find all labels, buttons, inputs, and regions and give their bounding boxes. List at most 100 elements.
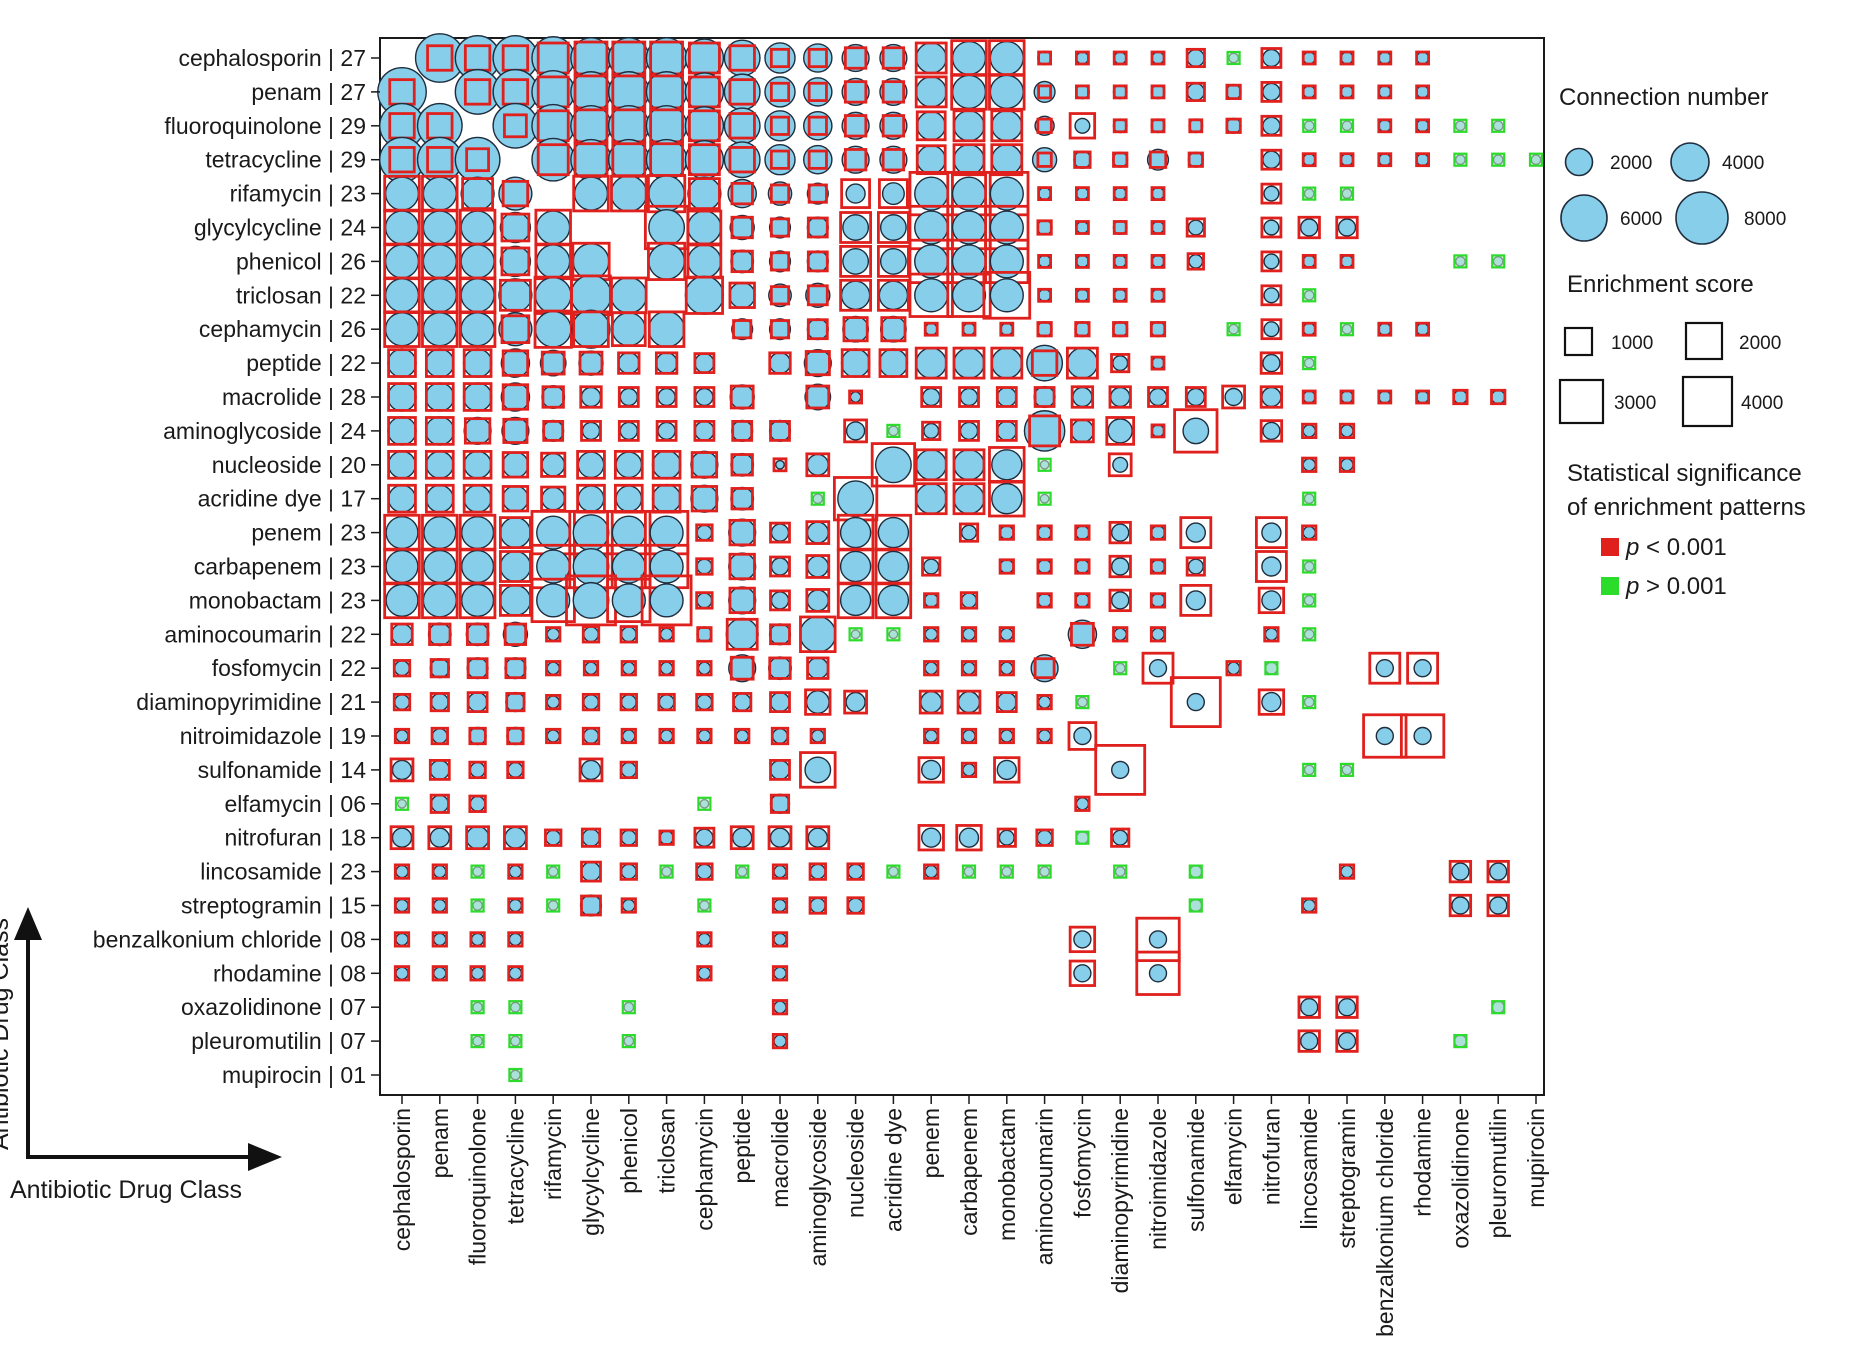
cell-8-24: [1301, 321, 1317, 337]
cell-circle-19-10: [769, 691, 791, 713]
cell-7-4: [533, 275, 573, 315]
cell-square-14-16: [998, 524, 1015, 541]
row-label-21: sulfonamide | 14: [198, 757, 367, 783]
cell-circle-20-4: [546, 729, 560, 743]
cell-19-18: [1075, 694, 1090, 710]
cell-circle-23-1: [429, 827, 450, 848]
cell-circle-10-4: [541, 385, 566, 409]
cell-circle-1-24: [1302, 85, 1316, 99]
col-label-29: pleuromutilin: [1485, 1108, 1511, 1238]
cell-square-12-25: [1338, 456, 1356, 473]
col-label-22: elfamycin: [1221, 1108, 1247, 1205]
cell-square-11-25: [1338, 422, 1356, 440]
cell-3-15: [952, 143, 986, 177]
cell-circle-20-1: [431, 727, 448, 745]
cell-square-20-15: [960, 727, 978, 745]
cell-8-23: [1260, 318, 1283, 341]
cell-18-4: [545, 660, 562, 677]
cell-23-5: [580, 827, 602, 848]
cell-circle-8-24: [1302, 322, 1316, 336]
cell-square-2-23: [1260, 114, 1283, 137]
cell-0-12: [841, 43, 870, 73]
cell-circle-0-16: [989, 40, 1024, 76]
cell-8-14: [923, 321, 939, 337]
cell-square-25-5: [580, 894, 602, 917]
cell-square-23-9: [729, 825, 755, 851]
cell-square-10-2: [462, 382, 493, 412]
cell-10-17: [1033, 385, 1056, 409]
cell-square-4-3: [501, 179, 530, 208]
cell-18-7: [658, 660, 675, 677]
cell-square-2-27: [1415, 118, 1430, 134]
cell-7-24: [1302, 288, 1317, 303]
cell-3-5: [570, 138, 612, 181]
cell-circle-0-24: [1302, 51, 1316, 65]
cell-9-7: [654, 351, 679, 375]
cell-square-8-11: [806, 318, 829, 341]
cell-5-0: [383, 208, 421, 247]
cell-3-23: [1260, 148, 1283, 171]
cell-circle-10-2: [462, 382, 493, 412]
cell-19-5: [581, 692, 601, 712]
cell-circle-10-25: [1340, 390, 1354, 404]
cell-square-17-20: [1149, 626, 1167, 643]
cell-circle-21-0: [391, 759, 413, 781]
cell-square-23-7: [658, 829, 675, 846]
cell-8-17: [1036, 321, 1053, 338]
cell-10-2: [462, 382, 493, 412]
cell-square-15-16: [998, 558, 1015, 575]
cell-circle-8-12: [842, 315, 870, 343]
cell-circle-2-18: [1074, 117, 1091, 134]
cell-circle-18-22: [1226, 661, 1241, 675]
cell-square-6-7: [647, 241, 687, 281]
cell-8-4: [533, 309, 573, 349]
cell-16-10: [769, 589, 791, 612]
cell-circle-27-0: [395, 966, 409, 981]
cell-circle-20-6: [622, 729, 636, 743]
cell-3-17: [1031, 146, 1058, 173]
cell-14-24: [1301, 524, 1318, 541]
cell-square-24-14: [923, 863, 940, 880]
cell-square-20-26: [1362, 713, 1408, 759]
cell-17-11: [799, 615, 837, 654]
cell-circle-13-2: [463, 484, 492, 513]
cell-25-8: [697, 898, 712, 913]
cell-3-21: [1187, 151, 1204, 168]
cell-13-8: [690, 484, 719, 513]
cell-circle-9-15: [953, 347, 985, 379]
cell-square-21-25: [1339, 762, 1355, 778]
cell-square-4-9: [730, 181, 754, 206]
cell-circle-6-3: [499, 245, 532, 278]
cell-square-17-4: [545, 626, 562, 643]
col-label-0: cephalosporin: [389, 1108, 415, 1251]
cell-square-25-4: [546, 898, 561, 913]
cell-circle-20-16: [1000, 729, 1014, 743]
cell-square-1-9: [728, 78, 756, 106]
cell-square-2-15: [952, 109, 986, 143]
cell-circle-14-23: [1261, 522, 1282, 543]
cell-circle-10-20: [1148, 387, 1168, 407]
cell-2-23: [1260, 114, 1283, 137]
cell-square-3-18: [1073, 150, 1092, 169]
cell-5-2: [458, 208, 497, 247]
cell-circle-28-25: [1337, 998, 1357, 1017]
cell-circle-12-14: [915, 449, 947, 481]
cell-square-3-30: [1528, 152, 1544, 167]
cell-square-19-9: [732, 692, 753, 713]
col-label-19: diaminopyrimidine: [1107, 1108, 1133, 1293]
cell-square-6-10: [769, 251, 791, 272]
cell-square-16-19: [1108, 588, 1132, 613]
cell-5-11: [806, 216, 829, 239]
cell-circle-3-18: [1073, 150, 1092, 169]
cell-circle-6-10: [768, 250, 792, 273]
cell-circle-14-21: [1185, 522, 1207, 543]
cell-circle-11-2: [463, 416, 492, 446]
cell-square-19-7: [657, 692, 676, 712]
cell-square-17-15: [960, 626, 978, 643]
cell-2-9: [723, 107, 761, 145]
cell-square-9-20: [1150, 355, 1166, 371]
cell-12-13: [870, 442, 917, 488]
cell-26-20: [1135, 916, 1181, 963]
cell-square-10-27: [1415, 389, 1430, 405]
cell-square-1-10: [769, 81, 791, 102]
